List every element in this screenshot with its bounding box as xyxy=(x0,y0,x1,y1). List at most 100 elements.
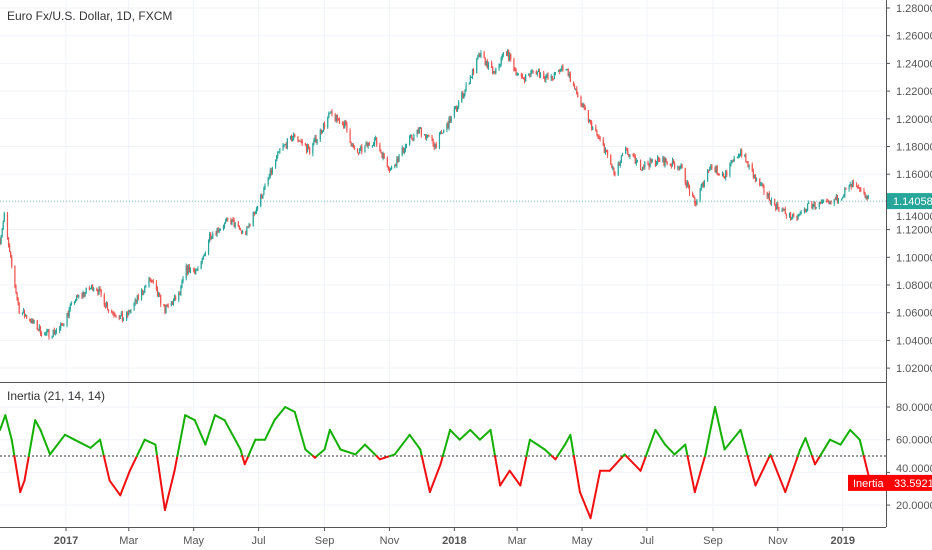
candle-body xyxy=(388,169,391,171)
inertia-segment xyxy=(176,414,187,458)
candle-body xyxy=(24,315,27,317)
candle-body xyxy=(536,71,538,74)
candle-body xyxy=(525,74,527,82)
candle-body xyxy=(510,54,512,60)
candle-body xyxy=(664,159,666,166)
inertia-segment xyxy=(239,448,244,458)
candle-body xyxy=(159,293,161,296)
candle-body xyxy=(390,166,393,170)
candle-body xyxy=(554,72,557,74)
candle-body xyxy=(85,287,87,293)
candle-body xyxy=(246,226,248,235)
candle-body xyxy=(98,288,100,294)
candle-body xyxy=(509,54,511,60)
candle-body xyxy=(120,313,122,316)
candle-body xyxy=(322,123,325,132)
candle-body xyxy=(309,148,311,154)
candle-body xyxy=(143,292,145,294)
candle-body xyxy=(610,155,612,165)
candle-body xyxy=(312,143,314,154)
candle-body xyxy=(866,196,868,199)
candle-body xyxy=(699,189,701,201)
candle-body xyxy=(501,55,503,58)
inertia-segment xyxy=(143,438,157,446)
candle-body xyxy=(670,164,673,167)
price-tick-label: 1.02000 xyxy=(896,363,932,375)
inertia-segment xyxy=(608,455,625,472)
candle-body xyxy=(386,158,388,167)
inertia-segment xyxy=(108,479,122,497)
inertia-segment xyxy=(293,410,307,451)
inertia-segment xyxy=(828,438,842,446)
price-tick-label: 1.14000 xyxy=(896,211,932,223)
candle-body xyxy=(179,293,181,295)
candle-body xyxy=(127,312,129,316)
candle-body xyxy=(55,330,58,332)
price-tick-label: 1.06000 xyxy=(896,308,932,320)
candle-body xyxy=(656,157,659,164)
candle-body xyxy=(465,84,467,90)
candle-body xyxy=(769,200,771,204)
candle-body xyxy=(78,295,80,297)
candle-body xyxy=(537,71,540,73)
candle-body xyxy=(796,215,798,220)
candle-body xyxy=(418,128,420,134)
candle-body xyxy=(641,169,643,171)
candle-body xyxy=(808,202,810,204)
candle-body xyxy=(237,222,239,226)
inertia-segment xyxy=(13,455,22,494)
inertia-segment xyxy=(173,455,179,472)
candle-body xyxy=(252,212,254,226)
candle-body xyxy=(484,57,486,66)
candle-body xyxy=(721,173,724,175)
candle-body xyxy=(223,222,226,227)
candle-body xyxy=(506,49,509,56)
candle-body xyxy=(92,285,94,291)
inertia-segment xyxy=(494,455,502,487)
candle-body xyxy=(207,240,210,254)
candle-body xyxy=(371,145,374,147)
candle-body xyxy=(803,208,806,212)
candle-body xyxy=(741,150,743,156)
candle-body xyxy=(543,73,545,79)
candle-body xyxy=(410,134,412,137)
candle-body xyxy=(577,94,579,98)
candle-body xyxy=(397,158,399,162)
candle-body xyxy=(0,239,1,245)
candle-body xyxy=(492,66,494,74)
candle-body xyxy=(149,278,151,281)
candle-body xyxy=(820,201,823,204)
candle-body xyxy=(684,168,686,183)
last-price-value: 1.14058 xyxy=(893,196,932,208)
candle-body xyxy=(782,209,784,211)
candle-body xyxy=(551,75,553,79)
candle-body xyxy=(31,318,33,323)
candle-body xyxy=(751,164,753,172)
inertia-segment xyxy=(213,414,226,422)
candle-body xyxy=(612,167,614,169)
candle-body xyxy=(867,195,869,199)
candle-body xyxy=(351,144,353,146)
candle-body xyxy=(722,173,725,177)
candle-body xyxy=(212,233,214,238)
candle-body xyxy=(261,195,263,199)
candle-body xyxy=(736,157,738,159)
time-tick-label: Nov xyxy=(768,535,788,547)
price-tick-label: 1.24000 xyxy=(896,58,932,70)
candle-body xyxy=(733,157,735,162)
candle-body xyxy=(710,165,712,170)
candle-body xyxy=(547,75,549,79)
candle-body xyxy=(264,184,266,188)
candle-body xyxy=(471,69,474,78)
inertia-segment xyxy=(19,479,26,494)
candle-body xyxy=(319,129,321,140)
candle-body xyxy=(174,296,177,300)
candle-body xyxy=(544,78,546,81)
candle-body xyxy=(381,152,383,158)
candle-body xyxy=(136,295,138,302)
time-tick-label: Jul xyxy=(252,535,266,547)
candle-body xyxy=(330,111,332,114)
inertia-tick-label: 40.0000 xyxy=(896,463,932,475)
